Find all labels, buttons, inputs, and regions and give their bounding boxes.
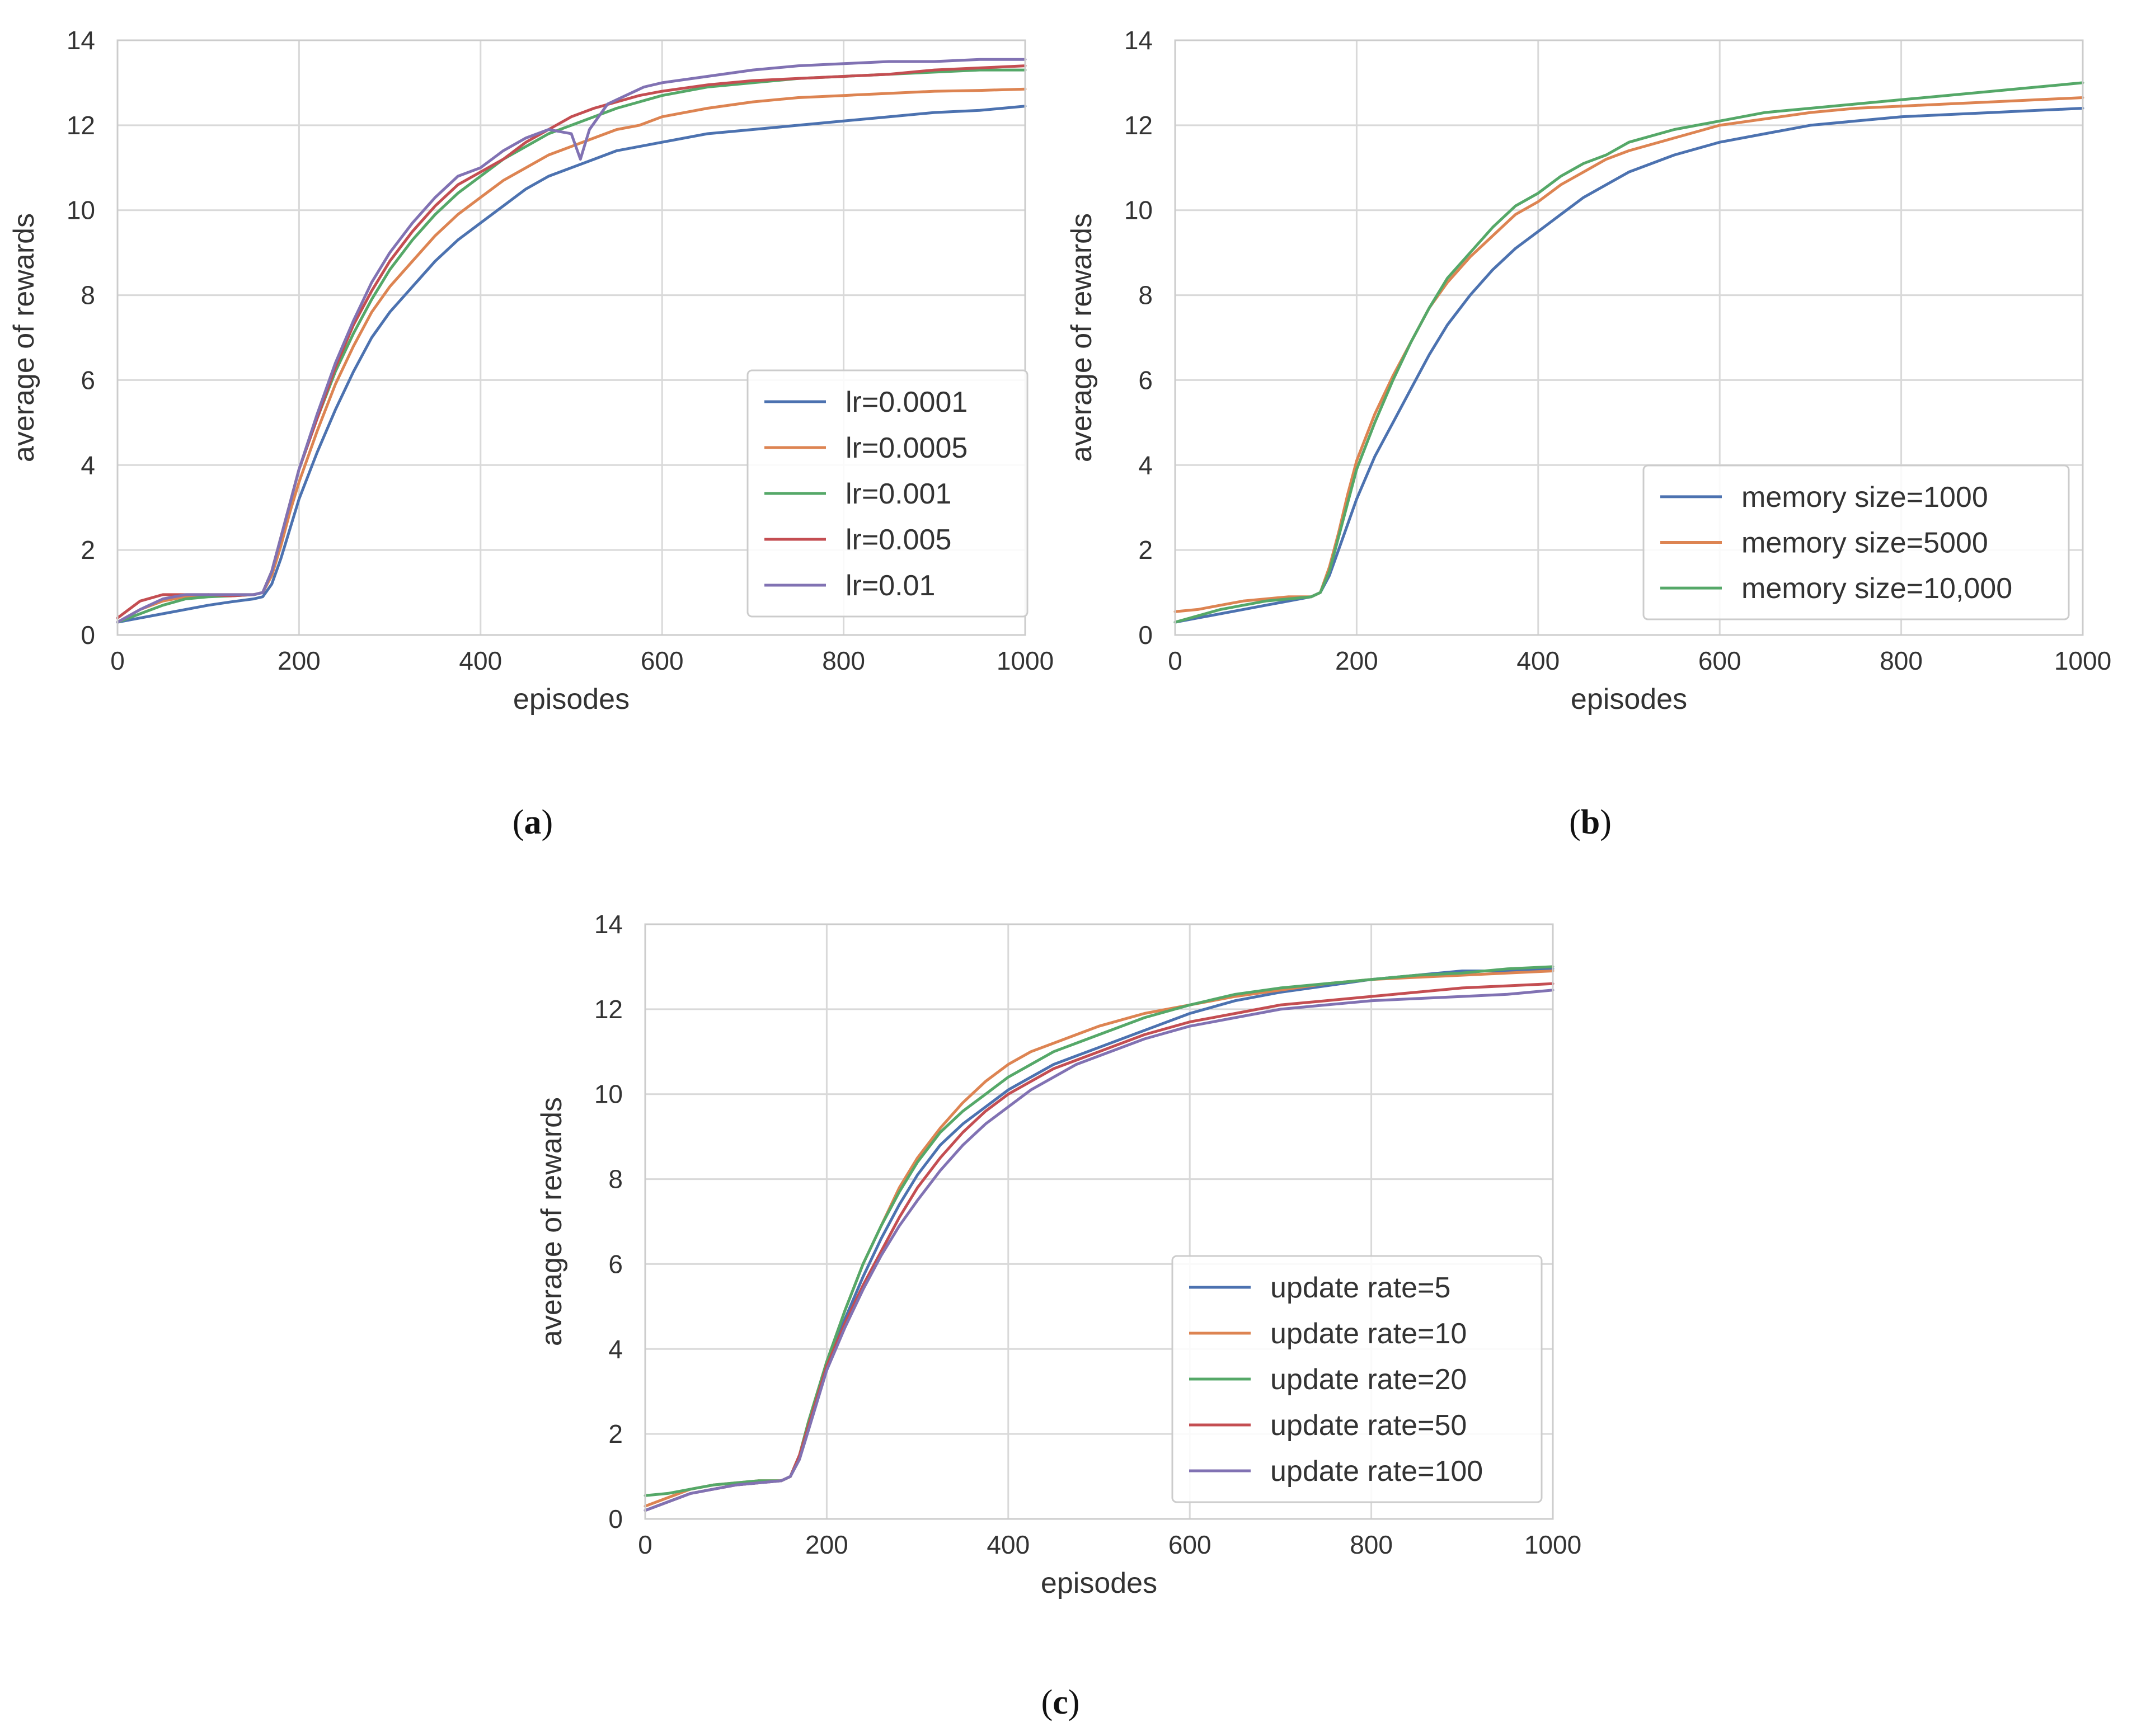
y-tick-label: 0 [81, 620, 95, 650]
x-axis-label: episodes [1571, 683, 1687, 716]
panel-caption: (b) [1569, 803, 1612, 841]
x-tick-label: 0 [638, 1530, 652, 1559]
plot-frame [644, 923, 1554, 1520]
x-tick-label: 600 [1168, 1530, 1211, 1559]
legend-label: memory size=10,000 [1741, 572, 2012, 605]
y-tick-label: 6 [81, 365, 95, 394]
legend-label: lr=0.001 [846, 478, 951, 510]
y-tick-label: 0 [608, 1504, 623, 1533]
y-tick-label: 6 [608, 1249, 623, 1278]
series-line-1 [116, 105, 1027, 624]
y-tick-label: 12 [1124, 111, 1153, 140]
caption-paren-close: ) [1068, 1683, 1080, 1721]
x-tick-label: 1000 [997, 646, 1054, 675]
chart-panel-c: 0 200 400 600 800 1000 0 2 4 6 8 10 12 14 episodes aver… [536, 910, 1581, 1721]
panel-caption: (a) [513, 803, 553, 841]
x-tick-label: 400 [459, 646, 502, 675]
y-tick-label: 8 [608, 1165, 623, 1194]
y-tick-label: 2 [1138, 535, 1153, 564]
caption-paren-close: ) [542, 803, 553, 841]
legend-label: update rate=100 [1270, 1455, 1483, 1488]
y-tick-label: 2 [608, 1419, 623, 1448]
y-tick-label: 4 [608, 1334, 623, 1363]
series-line-5 [644, 989, 1555, 1512]
y-tick-label: 14 [67, 26, 95, 55]
y-tick-label: 4 [1138, 450, 1153, 479]
legend-label: lr=0.0001 [846, 386, 968, 418]
legend-label: memory size=5000 [1741, 527, 1988, 559]
legend-label: lr=0.01 [846, 570, 935, 602]
x-tick-label: 600 [1698, 646, 1741, 675]
y-tick-label: 8 [81, 281, 95, 310]
x-tick-label: 400 [987, 1530, 1030, 1559]
caption-paren-close: ) [1600, 803, 1612, 841]
x-tick-label: 0 [1168, 646, 1182, 675]
y-tick-label: 4 [81, 450, 95, 479]
legend-label: update rate=5 [1270, 1272, 1450, 1304]
y-tick-label: 8 [1138, 281, 1153, 310]
y-tick-label: 10 [594, 1080, 623, 1109]
caption-letter: b [1581, 803, 1600, 841]
chart-panel-b: 0 200 400 600 800 1000 0 2 4 6 8 10 12 14 episodes aver… [1065, 26, 2111, 841]
legend-box [1642, 464, 2070, 620]
x-axis-label: episodes [1041, 1567, 1157, 1599]
y-tick-label: 10 [1124, 196, 1153, 225]
chart-panel-a: 0 200 400 600 800 1000 0 2 4 6 8 10 12 14 episodes aver… [8, 26, 1054, 841]
series-line-5 [116, 58, 1027, 624]
y-tick-label: 0 [1138, 620, 1153, 650]
y-axis-label: average of rewards [536, 1097, 568, 1346]
legend-label: lr=0.005 [846, 524, 951, 556]
legend-label: update rate=20 [1270, 1363, 1467, 1396]
y-tick-label: 12 [594, 995, 623, 1024]
legend-label: memory size=1000 [1741, 481, 1988, 514]
legend: memory size=1000 memory size=5000 memory s… [1642, 464, 2070, 620]
x-tick-label: 400 [1516, 646, 1560, 675]
caption-letter: a [524, 803, 542, 841]
x-axis-label: episodes [513, 683, 630, 716]
series-line-3 [1173, 81, 2084, 624]
caption-paren-open: ( [1041, 1683, 1053, 1721]
legend-box [1171, 1255, 1543, 1503]
legend-box [746, 369, 1029, 618]
plot-frame [1174, 39, 2084, 636]
y-tick-label: 10 [67, 196, 95, 225]
x-tick-label: 200 [278, 646, 321, 675]
plot-frame [116, 39, 1026, 636]
legend: update rate=5 update rate=10 update rate=2… [1171, 1255, 1543, 1503]
x-tick-label: 0 [110, 646, 125, 675]
x-tick-label: 800 [1350, 1530, 1393, 1559]
x-tick-label: 200 [1335, 646, 1378, 675]
x-tick-label: 200 [805, 1530, 848, 1559]
x-tick-label: 800 [822, 646, 865, 675]
legend: lr=0.0001 lr=0.0005 lr=0.001 lr=0.005 lr=0.0… [746, 369, 1029, 618]
y-tick-label: 12 [67, 111, 95, 140]
x-tick-label: 800 [1880, 646, 1923, 675]
x-tick-label: 1000 [2054, 646, 2111, 675]
y-tick-label: 2 [81, 535, 95, 564]
y-tick-label: 6 [1138, 365, 1153, 394]
y-axis-label: average of rewards [8, 213, 40, 462]
legend-label: update rate=50 [1270, 1409, 1467, 1442]
y-axis-label: average of rewards [1065, 213, 1098, 462]
panel-caption: (c) [1041, 1683, 1080, 1721]
legend-label: lr=0.0005 [846, 432, 968, 464]
x-tick-label: 1000 [1524, 1530, 1581, 1559]
caption-paren-open: ( [1569, 803, 1581, 841]
caption-paren-open: ( [513, 803, 524, 841]
caption-letter: c [1053, 1683, 1068, 1721]
x-tick-label: 600 [641, 646, 684, 675]
y-tick-label: 14 [1124, 26, 1153, 55]
y-tick-label: 14 [594, 910, 623, 939]
legend-label: update rate=10 [1270, 1318, 1467, 1350]
